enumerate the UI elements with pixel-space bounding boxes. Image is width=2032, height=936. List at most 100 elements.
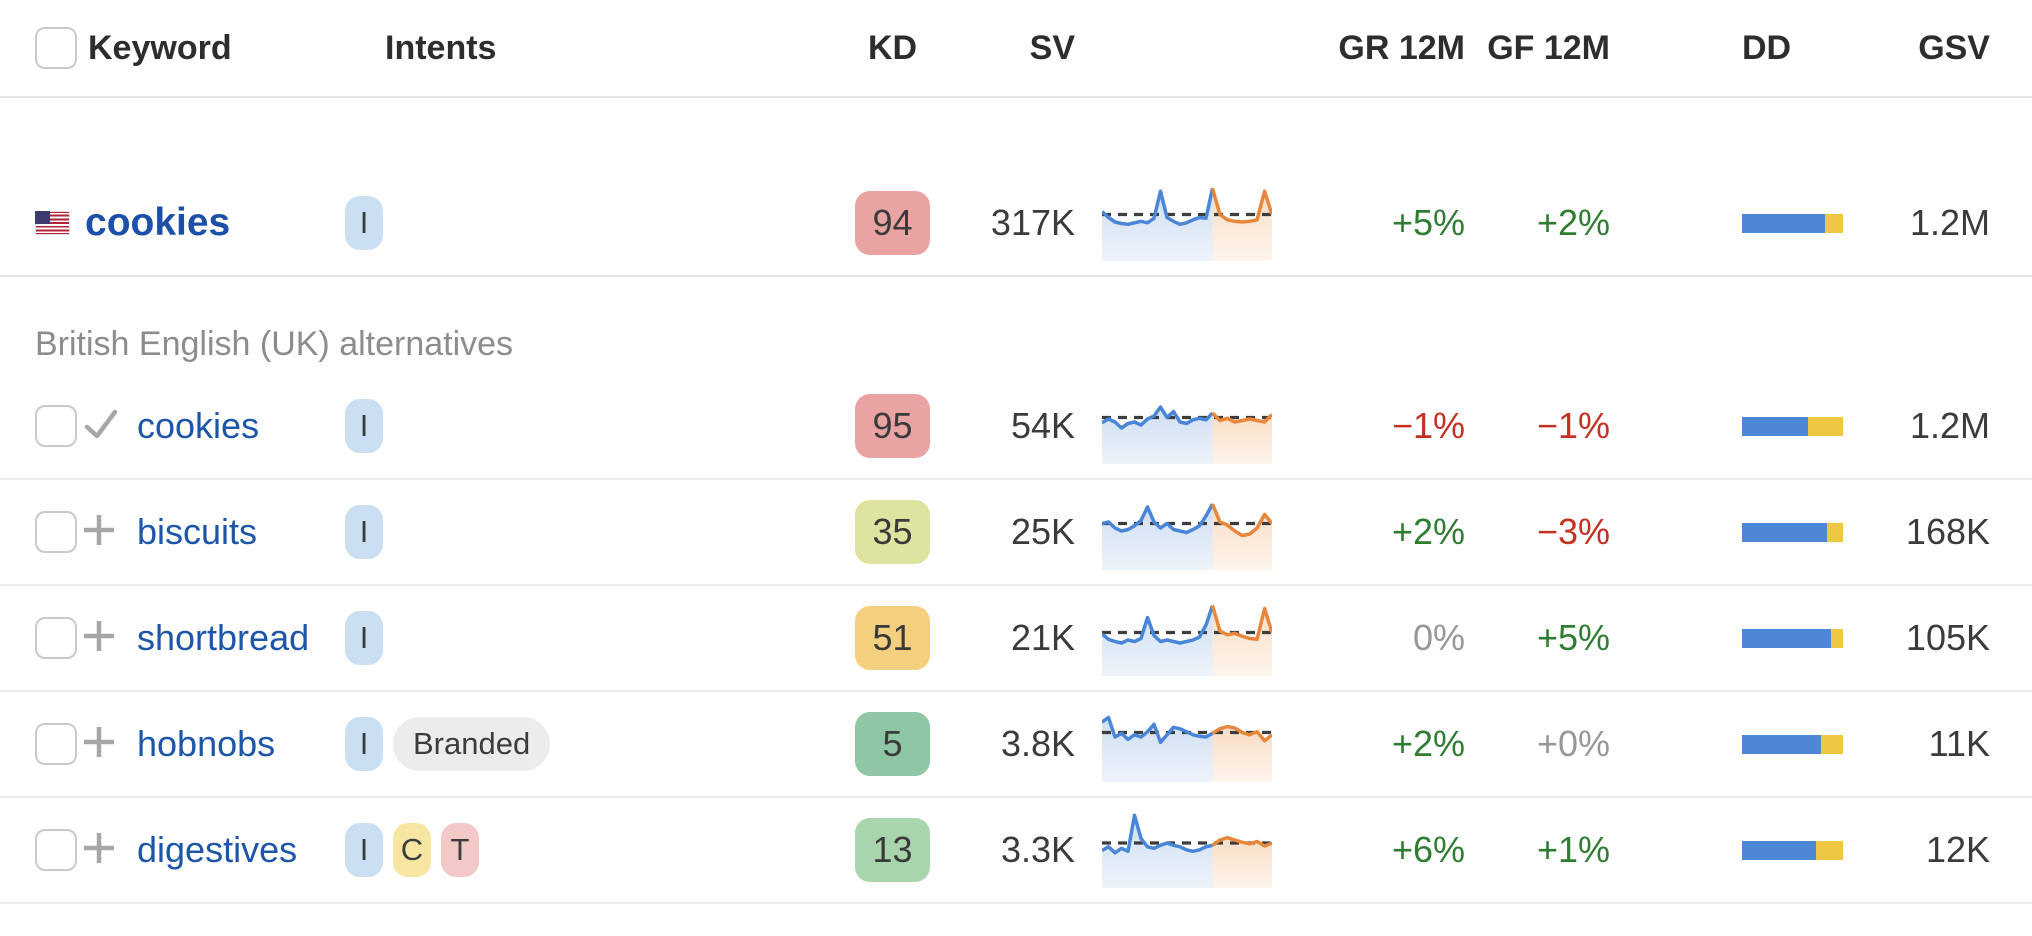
intents-cell: I Branded [345,717,855,771]
column-header-gr-12m[interactable]: GR 12M [1338,28,1465,67]
column-header-kd[interactable]: KD [867,28,918,67]
intent-badge-informational: I [345,196,383,250]
global-search-volume: 11K [1928,723,1990,764]
intents-cell: I [345,399,855,453]
kd-badge: 94 [855,191,930,255]
add-keyword-button[interactable] [79,722,137,767]
intent-badge-informational: I [345,611,383,665]
dd-bar [1742,522,1843,542]
global-search-volume: 168K [1905,511,1990,552]
dd-bar-yellow [1807,416,1843,436]
dd-bar [1742,213,1843,233]
column-header-intents[interactable]: Intents [385,28,497,67]
dd-bar-yellow [1830,628,1843,648]
dd-bar-yellow [1815,840,1843,860]
dd-bar-blue [1742,734,1821,754]
column-header-gf-12m[interactable]: GF 12M [1487,28,1610,67]
dd-bar-yellow [1824,213,1843,233]
dd-bar-blue [1742,522,1827,542]
growth-forecast-12m: −1% [1536,405,1610,446]
keyword-link[interactable]: biscuits [137,511,258,552]
growth-forecast-12m: +2% [1536,202,1610,243]
column-header-gsv[interactable]: GSV [1918,28,1990,67]
growth-rate-12m: +5% [1391,202,1465,243]
intent-badge-commercial: C [393,823,431,877]
intents-cell: I [345,611,855,665]
intents-cell: I C T [345,823,855,877]
row-checkbox[interactable] [35,511,77,553]
dd-bar-blue [1742,416,1808,436]
keyword-link[interactable]: shortbread [137,617,310,658]
global-search-volume: 12K [1925,829,1990,870]
keyword-row: digestives I C T 13 3.3K +6% +1% 12K [0,798,2032,904]
dd-bar-yellow [1826,522,1843,542]
growth-forecast-12m: +0% [1536,723,1610,764]
table-header: Keyword Intents KD SV GR 12M GF 12M DD G… [0,0,2032,98]
trend-sparkline [1101,813,1273,888]
global-search-volume: 1.2M [1909,202,1990,243]
growth-forecast-12m: −3% [1536,511,1610,552]
add-keyword-button[interactable] [79,510,137,555]
dd-bar-blue [1742,628,1831,648]
dd-bar [1742,840,1843,860]
section-label: British English (UK) alternatives [35,325,514,363]
intent-badge-informational: I [345,717,383,771]
intent-badge-informational: I [345,823,383,877]
growth-rate-12m: +2% [1391,511,1465,552]
row-checkbox[interactable] [35,829,77,871]
column-header-sv[interactable]: SV [1029,28,1075,67]
add-keyword-button[interactable] [79,828,137,873]
row-checkbox[interactable] [35,617,77,659]
add-keyword-button[interactable] [79,616,137,661]
us-flag-icon [35,211,70,235]
dd-bar [1742,734,1843,754]
keyword-link[interactable]: digestives [137,829,298,870]
global-search-volume: 1.2M [1909,405,1990,446]
trend-sparkline [1101,389,1274,464]
intents-cell: I [345,505,855,559]
intent-badge-transactional: T [441,823,479,877]
keyword-link[interactable]: cookies [137,405,260,446]
kd-badge: 13 [855,818,930,882]
keyword-link[interactable]: hobnobs [137,723,276,764]
keyword-row: cookies I 95 54K −1% −1% 1.2M [0,374,2032,480]
intent-badge-informational: I [345,505,383,559]
kd-badge: 95 [855,394,930,458]
growth-rate-12m: +2% [1391,723,1465,764]
growth-rate-12m: +6% [1391,829,1465,870]
trend-sparkline [1100,601,1274,676]
search-volume: 21K [1010,617,1075,658]
keyword-row: shortbread I 51 21K 0% +5% 105K [0,586,2032,692]
growth-forecast-12m: +1% [1536,829,1610,870]
keyword-link[interactable]: cookies [85,201,231,244]
keyword-row: biscuits I 35 25K +2% −3% 168K [0,480,2032,586]
search-volume: 54K [1010,405,1075,446]
global-search-volume: 105K [1905,617,1990,658]
search-volume: 25K [1010,511,1075,552]
trend-sparkline [1101,495,1274,570]
growth-forecast-12m: +5% [1536,617,1610,658]
search-volume: 3.3K [1000,829,1075,870]
select-all-checkbox[interactable] [35,27,77,69]
column-header-keyword[interactable]: Keyword [88,28,232,67]
row-checkbox[interactable] [35,723,77,765]
keyword-row: cookies I 94 317K +5% +2% 1.2M [0,98,2032,277]
column-header-dd[interactable]: DD [1742,28,1792,67]
kd-badge: 35 [855,500,930,564]
growth-rate-12m: −1% [1391,405,1465,446]
dd-bar [1742,416,1843,436]
dd-bar-yellow [1820,734,1843,754]
search-volume: 317K [990,202,1075,243]
trend-sparkline [1101,707,1274,782]
branded-badge: Branded [393,717,551,771]
row-checkbox[interactable] [35,405,77,447]
dd-bar [1742,628,1843,648]
kd-badge: 5 [855,712,930,776]
search-volume: 3.8K [1000,723,1075,764]
check-icon [79,402,137,451]
keyword-row: hobnobs I Branded 5 3.8K +2% +0% 11K [0,692,2032,798]
intent-badge-informational: I [345,399,383,453]
intents-cell: I [345,196,855,250]
growth-rate-12m: 0% [1412,617,1465,658]
trend-sparkline [1100,186,1274,261]
